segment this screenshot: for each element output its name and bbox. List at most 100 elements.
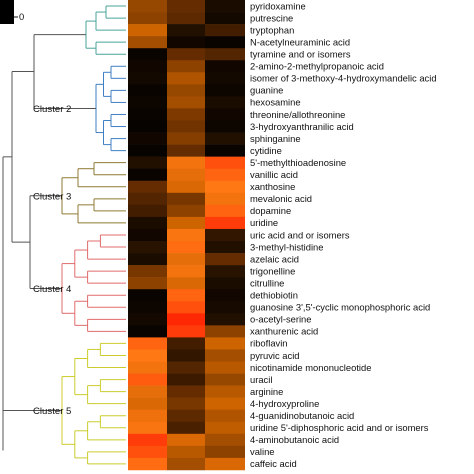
row-label: isomer of 3-methoxy-4-hydroxymandelic ac… [250,73,437,84]
heatmap-cell [128,168,167,182]
row-label: guanine [250,85,283,96]
row-labels: pyridoxamineputrescinetryptophanN-acetyl… [250,0,437,469]
heatmap-cell [205,373,245,386]
heatmap-cell [205,180,245,194]
heatmap-cell [205,132,245,145]
row-label: tryptophan [250,24,294,35]
heatmap-cell [205,289,245,302]
heatmap-cell [128,228,167,242]
heatmap-cell [167,325,205,338]
heatmap-cell [167,301,205,314]
heatmap-cell [167,457,205,471]
row-label: riboflavin [250,338,288,349]
heatmap-cell [167,168,205,182]
row-label: citrulline [250,277,284,288]
heatmap-cell [128,144,167,157]
heatmap-cell [205,409,245,423]
heatmap-cell [128,156,167,169]
row-label: threonine/allothreonine [250,109,345,120]
row-label: uridine 5'-diphosphoric acid and or isom… [250,422,429,433]
heatmap-cell [167,397,205,410]
heatmap-cell [167,180,205,194]
heatmap-cell [167,84,205,97]
heatmap-cell [167,96,205,109]
heatmap-cell [205,192,245,206]
row-label: guanosine 3',5'-cyclic monophosphoric ac… [250,302,430,313]
heatmap-cell [167,156,205,169]
heatmap-cell [205,313,245,326]
row-label: caffeic acid [250,458,297,469]
row-label: 2-amino-2-methylpropanoic acid [250,61,384,72]
heatmap-cell [167,241,205,254]
row-label: uracil [250,374,272,385]
heatmap-cell [128,373,167,386]
heatmap-cell [128,60,167,73]
heatmap-cell [205,445,245,459]
row-label: 5'-methylthioadenosine [250,157,346,168]
heatmap-cell [205,0,245,13]
heatmap-cell [167,277,205,290]
row-label: xanthosine [250,181,295,192]
cluster-label: Cluster 4 [33,284,72,295]
heatmap-cell [205,325,245,338]
heatmap-cell [128,180,167,194]
heatmap-cell [167,349,205,362]
heatmap-cell [167,216,205,230]
heatmap-cell [167,204,205,218]
row-label: arginine [250,386,283,397]
heatmap-cell [205,301,245,314]
heatmap-cell [167,337,205,350]
heatmap-cell [205,204,245,218]
heatmap-cell [167,433,205,447]
heatmap-cell [205,120,245,133]
heatmap-cell [167,385,205,398]
heatmap-cell [128,108,167,121]
heatmap-cell [128,433,167,447]
heatmap-cell [167,421,205,435]
heatmap-cell [205,337,245,350]
heatmap-cell [167,72,205,85]
heatmap-cell [128,421,167,435]
heatmap-cell [128,301,167,314]
heatmap-cell [205,156,245,169]
heatmap-cell [167,253,205,266]
row-label: hexosamine [250,97,301,108]
heatmap-cell [205,361,245,374]
heatmap-cell [167,289,205,302]
cluster-label: Cluster 2 [33,104,71,115]
heatmap-cell [167,108,205,121]
heatmap-cell [128,12,167,25]
heatmap-cell [128,385,167,398]
heatmap-cell [128,313,167,326]
heatmap-cell [128,241,167,254]
heatmap-cell [205,421,245,435]
heatmap-cell [167,228,205,242]
row-label: 4-hydroxyproline [250,398,319,409]
heatmap-cell [128,0,167,13]
heatmap-cell [167,361,205,374]
legend-tick-label: 0 [19,11,24,22]
heatmap-cell [128,265,167,278]
heatmap-cell [167,48,205,61]
color-legend: 0 [0,0,24,24]
heatmap-cell [205,48,245,61]
heatmap-cell [128,24,167,37]
heatmap-cell [128,204,167,218]
row-label: tyramine and or isomers [250,49,351,60]
heatmap-cell [167,0,205,13]
row-label: azelaic acid [250,253,299,264]
heatmap-cell [128,36,167,49]
dendrogram [2,5,126,465]
heatmap-cell [128,457,167,471]
heatmap-cell [205,96,245,109]
row-label: 4-guanidinobutanoic acid [250,410,354,421]
heatmap-cell [205,241,245,254]
heatmap-cell [205,457,245,471]
heatmap-cell [128,445,167,459]
heatmap-cell [128,361,167,374]
heatmap-cell [128,216,167,230]
heatmap-cell [128,96,167,109]
heatmap-cell [205,216,245,230]
heatmap-cell [128,349,167,362]
